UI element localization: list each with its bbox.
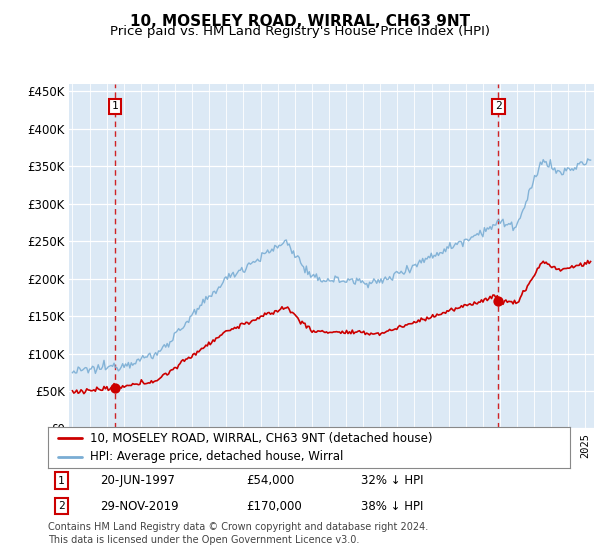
- Text: 10, MOSELEY ROAD, WIRRAL, CH63 9NT (detached house): 10, MOSELEY ROAD, WIRRAL, CH63 9NT (deta…: [90, 432, 432, 445]
- Text: Contains HM Land Registry data © Crown copyright and database right 2024.
This d: Contains HM Land Registry data © Crown c…: [48, 522, 428, 545]
- Text: 2: 2: [58, 501, 64, 511]
- Text: 1: 1: [111, 101, 118, 111]
- Text: Price paid vs. HM Land Registry's House Price Index (HPI): Price paid vs. HM Land Registry's House …: [110, 25, 490, 38]
- Text: £170,000: £170,000: [247, 500, 302, 512]
- Text: HPI: Average price, detached house, Wirral: HPI: Average price, detached house, Wirr…: [90, 450, 343, 463]
- Text: 10, MOSELEY ROAD, WIRRAL, CH63 9NT: 10, MOSELEY ROAD, WIRRAL, CH63 9NT: [130, 14, 470, 29]
- Point: [110, 384, 119, 393]
- Text: £54,000: £54,000: [247, 474, 295, 487]
- Text: 29-NOV-2019: 29-NOV-2019: [100, 500, 179, 512]
- Point: [494, 297, 503, 306]
- Text: 38% ↓ HPI: 38% ↓ HPI: [361, 500, 424, 512]
- Text: 32% ↓ HPI: 32% ↓ HPI: [361, 474, 424, 487]
- Text: 20-JUN-1997: 20-JUN-1997: [100, 474, 175, 487]
- Text: 2: 2: [495, 101, 502, 111]
- Text: 1: 1: [58, 475, 64, 486]
